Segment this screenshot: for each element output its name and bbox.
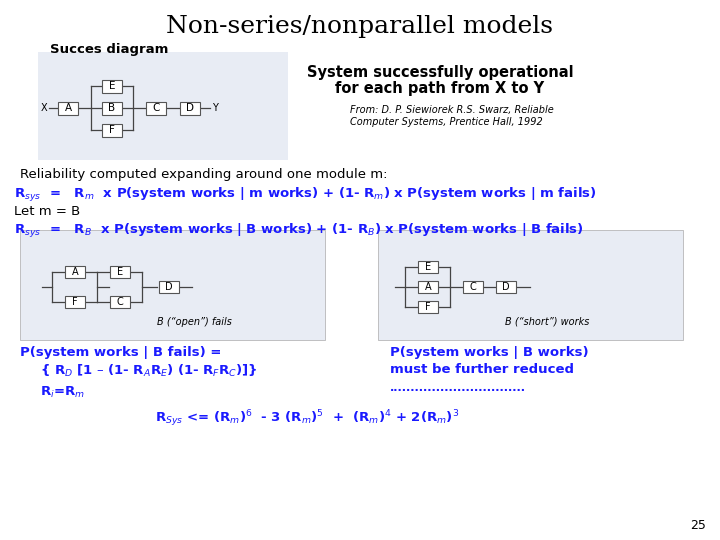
FancyBboxPatch shape (418, 261, 438, 273)
FancyBboxPatch shape (65, 266, 85, 278)
FancyBboxPatch shape (102, 124, 122, 137)
FancyBboxPatch shape (159, 281, 179, 293)
Text: R$_{sys}$  =   R$_{B}$  x P(system works | B works) + (1- R$_{B}$) x P(system wo: R$_{sys}$ = R$_{B}$ x P(system works | B… (14, 222, 584, 240)
Text: C: C (469, 282, 477, 292)
Text: D: D (165, 282, 173, 292)
Text: for each path from X to Y: for each path from X to Y (336, 81, 544, 96)
FancyBboxPatch shape (110, 266, 130, 278)
Text: Y: Y (212, 103, 218, 113)
FancyBboxPatch shape (180, 102, 200, 114)
Text: B (“open”) fails: B (“open”) fails (157, 317, 232, 327)
Text: X: X (40, 103, 47, 113)
Text: E: E (109, 81, 115, 91)
Text: D: D (502, 282, 510, 292)
Text: Let m = B: Let m = B (14, 205, 80, 218)
FancyBboxPatch shape (38, 52, 288, 160)
Text: D: D (186, 103, 194, 113)
FancyBboxPatch shape (146, 102, 166, 114)
Text: E: E (117, 267, 123, 277)
Text: F: F (426, 302, 431, 312)
Text: C: C (153, 103, 160, 113)
Text: P(system works | B works): P(system works | B works) (390, 346, 589, 359)
FancyBboxPatch shape (102, 79, 122, 92)
Text: ................................: ................................ (390, 383, 526, 393)
FancyBboxPatch shape (496, 281, 516, 293)
Text: 25: 25 (690, 519, 706, 532)
FancyBboxPatch shape (463, 281, 483, 293)
Text: Reliability computed expanding around one module m:: Reliability computed expanding around on… (20, 168, 387, 181)
Text: R$_{i}$=R$_{m}$: R$_{i}$=R$_{m}$ (40, 385, 85, 400)
Text: F: F (109, 125, 115, 135)
FancyBboxPatch shape (418, 281, 438, 293)
Text: F: F (72, 297, 78, 307)
Text: E: E (425, 262, 431, 272)
FancyBboxPatch shape (20, 230, 325, 340)
FancyBboxPatch shape (110, 296, 130, 308)
Text: Succes diagram: Succes diagram (50, 43, 168, 56)
Text: B: B (109, 103, 116, 113)
FancyBboxPatch shape (418, 301, 438, 313)
FancyBboxPatch shape (58, 102, 78, 114)
Text: C: C (117, 297, 123, 307)
Text: Non-series/nonparallel models: Non-series/nonparallel models (166, 15, 554, 38)
Text: A: A (425, 282, 431, 292)
Text: A: A (72, 267, 78, 277)
Text: From: D. P. Siewiorek R.S. Swarz, Reliable
Computer Systems, Prentice Hall, 1992: From: D. P. Siewiorek R.S. Swarz, Reliab… (350, 105, 554, 126)
FancyBboxPatch shape (378, 230, 683, 340)
Text: { R$_{D}$ [1 – (1- R$_{A}$R$_{E}$) (1- R$_{F}$R$_{C}$)]}: { R$_{D}$ [1 – (1- R$_{A}$R$_{E}$) (1- R… (40, 363, 258, 379)
Text: R$_{Sys}$ <= (R$_{m}$)$^{6}$  - 3 (R$_{m}$)$^{5}$  +  (R$_{m}$)$^{4}$ + 2(R$_{m}: R$_{Sys}$ <= (R$_{m}$)$^{6}$ - 3 (R$_{m}… (155, 408, 459, 429)
Text: A: A (64, 103, 71, 113)
Text: R$_{sys}$  =   R$_{m}$  x P(system works | m works) + (1- R$_{m}$) x P(system wo: R$_{sys}$ = R$_{m}$ x P(system works | m… (14, 186, 597, 204)
FancyBboxPatch shape (102, 102, 122, 114)
Text: System successfully operational: System successfully operational (307, 65, 573, 80)
Text: P(system works | B fails) =: P(system works | B fails) = (20, 346, 221, 359)
Text: must be further reduced: must be further reduced (390, 363, 574, 376)
Text: B (“short”) works: B (“short”) works (505, 317, 590, 327)
FancyBboxPatch shape (65, 296, 85, 308)
